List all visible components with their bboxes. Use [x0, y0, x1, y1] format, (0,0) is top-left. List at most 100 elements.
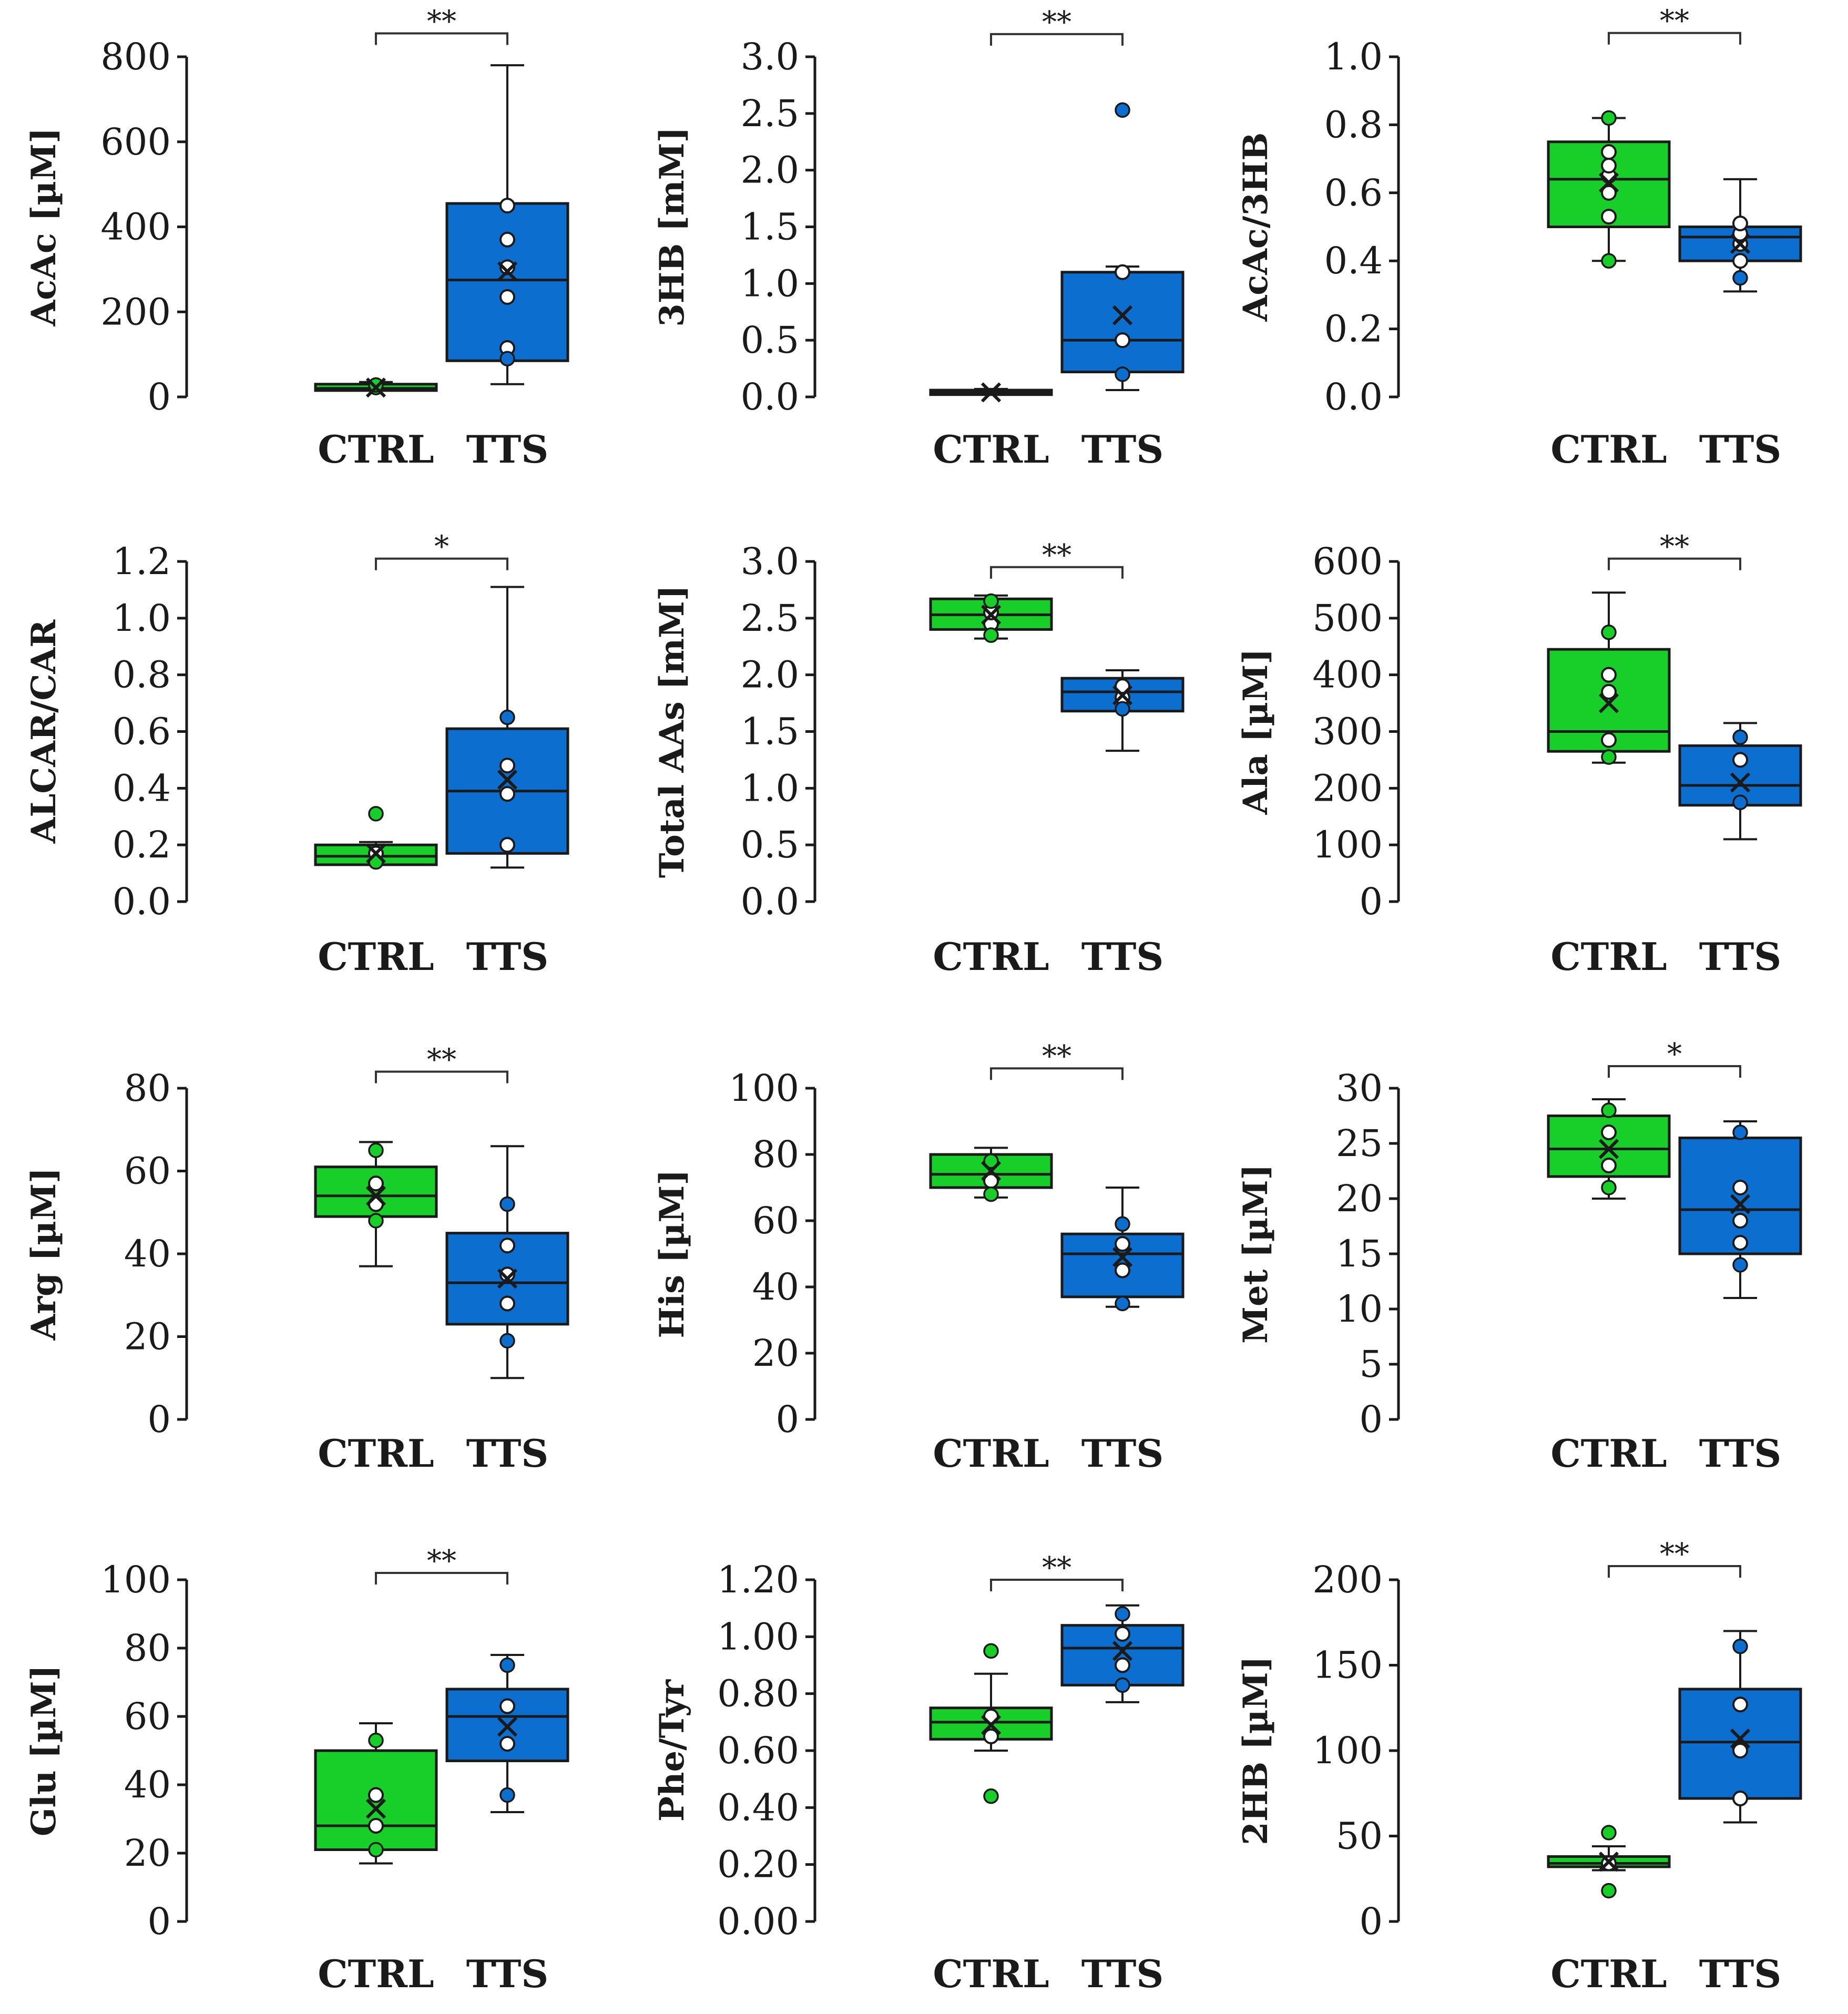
- box-group-tts: [1678, 722, 1802, 841]
- y-tick-label: 80: [752, 1133, 799, 1176]
- panel-6: 0 100 200 300 400 500 600 Ala [µM] CTRL TTS **: [1236, 530, 1802, 979]
- data-point-open: [1601, 209, 1617, 225]
- y-tick-label: 0.60: [717, 1729, 799, 1772]
- y-tick-label: 1.2: [113, 540, 171, 583]
- panel-8: 0 20 40 60 80 100 His [µM] CTRL TTS **: [652, 1039, 1185, 1476]
- y-tick-label: 0: [775, 1398, 799, 1441]
- significance-bracket: [990, 1067, 1124, 1080]
- significance-bracket: [375, 32, 508, 45]
- data-point-open: [1115, 1262, 1130, 1279]
- y-tick-label: 100: [1312, 1729, 1383, 1772]
- y-tick-label: 1.5: [741, 206, 799, 249]
- y-tick-label: 200: [1312, 766, 1383, 810]
- data-point: [1601, 110, 1617, 126]
- y-tick-label: 40: [124, 1232, 171, 1275]
- category-label: TTS: [1081, 427, 1164, 472]
- significance-label: **: [1660, 4, 1689, 38]
- y-tick-label: 20: [1336, 1177, 1383, 1220]
- panel-11: 0.00 0.20 0.40 0.60 0.80 1.00 1.20 Phe/Tyr CTRL T…: [652, 1551, 1185, 1996]
- data-point-open: [499, 758, 515, 774]
- y-axis-label: 3HB [mM]: [652, 127, 692, 327]
- y-tick-label: 80: [124, 1627, 171, 1670]
- data-point: [368, 806, 384, 822]
- category-label: TTS: [1081, 934, 1164, 979]
- category-label: CTRL: [1550, 1951, 1667, 1996]
- box-group-ctrl: [929, 382, 1053, 403]
- data-point-open: [1115, 332, 1130, 349]
- box-group-tts: [1678, 178, 1802, 293]
- category-label: TTS: [1081, 1951, 1164, 1996]
- data-point: [368, 1213, 384, 1229]
- panel-4: 0.0 0.2 0.4 0.6 0.8 1.0 1.2 ALCAR/CAR CTRL TTS *: [24, 530, 569, 979]
- category-label: CTRL: [933, 934, 1049, 979]
- category-label: TTS: [1699, 1431, 1782, 1476]
- box-iqr: [445, 202, 569, 362]
- data-point-open: [1601, 732, 1617, 748]
- data-point: [1115, 701, 1130, 717]
- box-group-tts: [1678, 1120, 1802, 1299]
- box-group-ctrl: [1547, 1098, 1671, 1200]
- y-tick-label: 0.2: [113, 823, 171, 866]
- significance-bracket: [1608, 557, 1741, 570]
- category-label: TTS: [466, 427, 549, 472]
- data-point-open: [1601, 684, 1617, 700]
- data-point-open: [1115, 1236, 1130, 1252]
- data-point: [368, 377, 384, 393]
- y-tick-label: 50: [1336, 1815, 1383, 1858]
- mean-marker: [1112, 1641, 1133, 1661]
- y-tick-label: 40: [752, 1265, 799, 1308]
- data-point-open: [1115, 1657, 1130, 1673]
- data-point: [368, 1142, 384, 1158]
- data-point-open: [983, 1728, 999, 1744]
- panel-10: 0 20 40 60 80 100 Glu [µM] CTRL TTS **: [24, 1544, 569, 1996]
- data-point-open: [1601, 1124, 1617, 1140]
- y-tick-label: 60: [752, 1199, 799, 1242]
- y-tick-label: 400: [100, 206, 171, 249]
- category-label: CTRL: [1550, 1431, 1667, 1476]
- significance-label: **: [1660, 530, 1689, 564]
- y-axis-label: ALCAR/CAR: [24, 619, 64, 844]
- panel-2: 0.0 0.5 1.0 1.5 2.0 2.5 3.0 3HB [mM] CTRL TTS **: [652, 5, 1185, 472]
- y-tick-label: 1.00: [717, 1615, 799, 1658]
- box-group-ctrl: [314, 806, 438, 870]
- y-axis-label: Phe/Tyr: [652, 1679, 692, 1822]
- y-tick-label: 30: [1336, 1067, 1383, 1110]
- y-tick-label: 200: [100, 290, 171, 333]
- y-tick-label: 1.0: [113, 597, 171, 640]
- mean-marker: [1112, 1247, 1133, 1267]
- data-point: [1732, 270, 1748, 286]
- mean-marker: [497, 1716, 518, 1737]
- y-tick-label: 800: [100, 35, 171, 78]
- significance-label: **: [1042, 1551, 1071, 1585]
- y-tick-label: 1.20: [717, 1558, 799, 1601]
- data-point-open: [1732, 1696, 1748, 1713]
- category-label: CTRL: [318, 1431, 434, 1476]
- y-tick-label: 0.6: [1324, 171, 1383, 214]
- panel-7: 0 20 40 60 80 Arg [µM] CTRL TTS **: [24, 1043, 569, 1476]
- y-tick-label: 3.0: [741, 35, 799, 78]
- category-label: CTRL: [318, 934, 434, 979]
- y-axis-label: Ala [µM]: [1236, 649, 1275, 815]
- data-point: [983, 593, 999, 609]
- data-point: [983, 627, 999, 643]
- data-point: [1732, 1124, 1748, 1140]
- data-point-open: [499, 1698, 515, 1714]
- data-point: [1115, 1677, 1130, 1693]
- data-point: [1732, 794, 1748, 811]
- y-tick-label: 40: [124, 1763, 171, 1806]
- category-label: CTRL: [318, 427, 434, 472]
- data-point: [1601, 625, 1617, 640]
- y-tick-label: 0.8: [113, 653, 171, 697]
- y-tick-label: 0.4: [1324, 239, 1383, 282]
- box-group-tts: [445, 1654, 569, 1813]
- y-tick-label: 0.00: [717, 1900, 799, 1943]
- data-point-open: [1601, 667, 1617, 683]
- y-tick-label: 300: [1312, 710, 1383, 753]
- mean-marker: [1598, 1139, 1619, 1159]
- box-group-ctrl: [314, 1722, 438, 1865]
- data-point-open: [1732, 216, 1748, 232]
- data-point-open: [368, 1787, 384, 1803]
- y-tick-label: 20: [124, 1832, 171, 1875]
- data-point: [499, 351, 515, 366]
